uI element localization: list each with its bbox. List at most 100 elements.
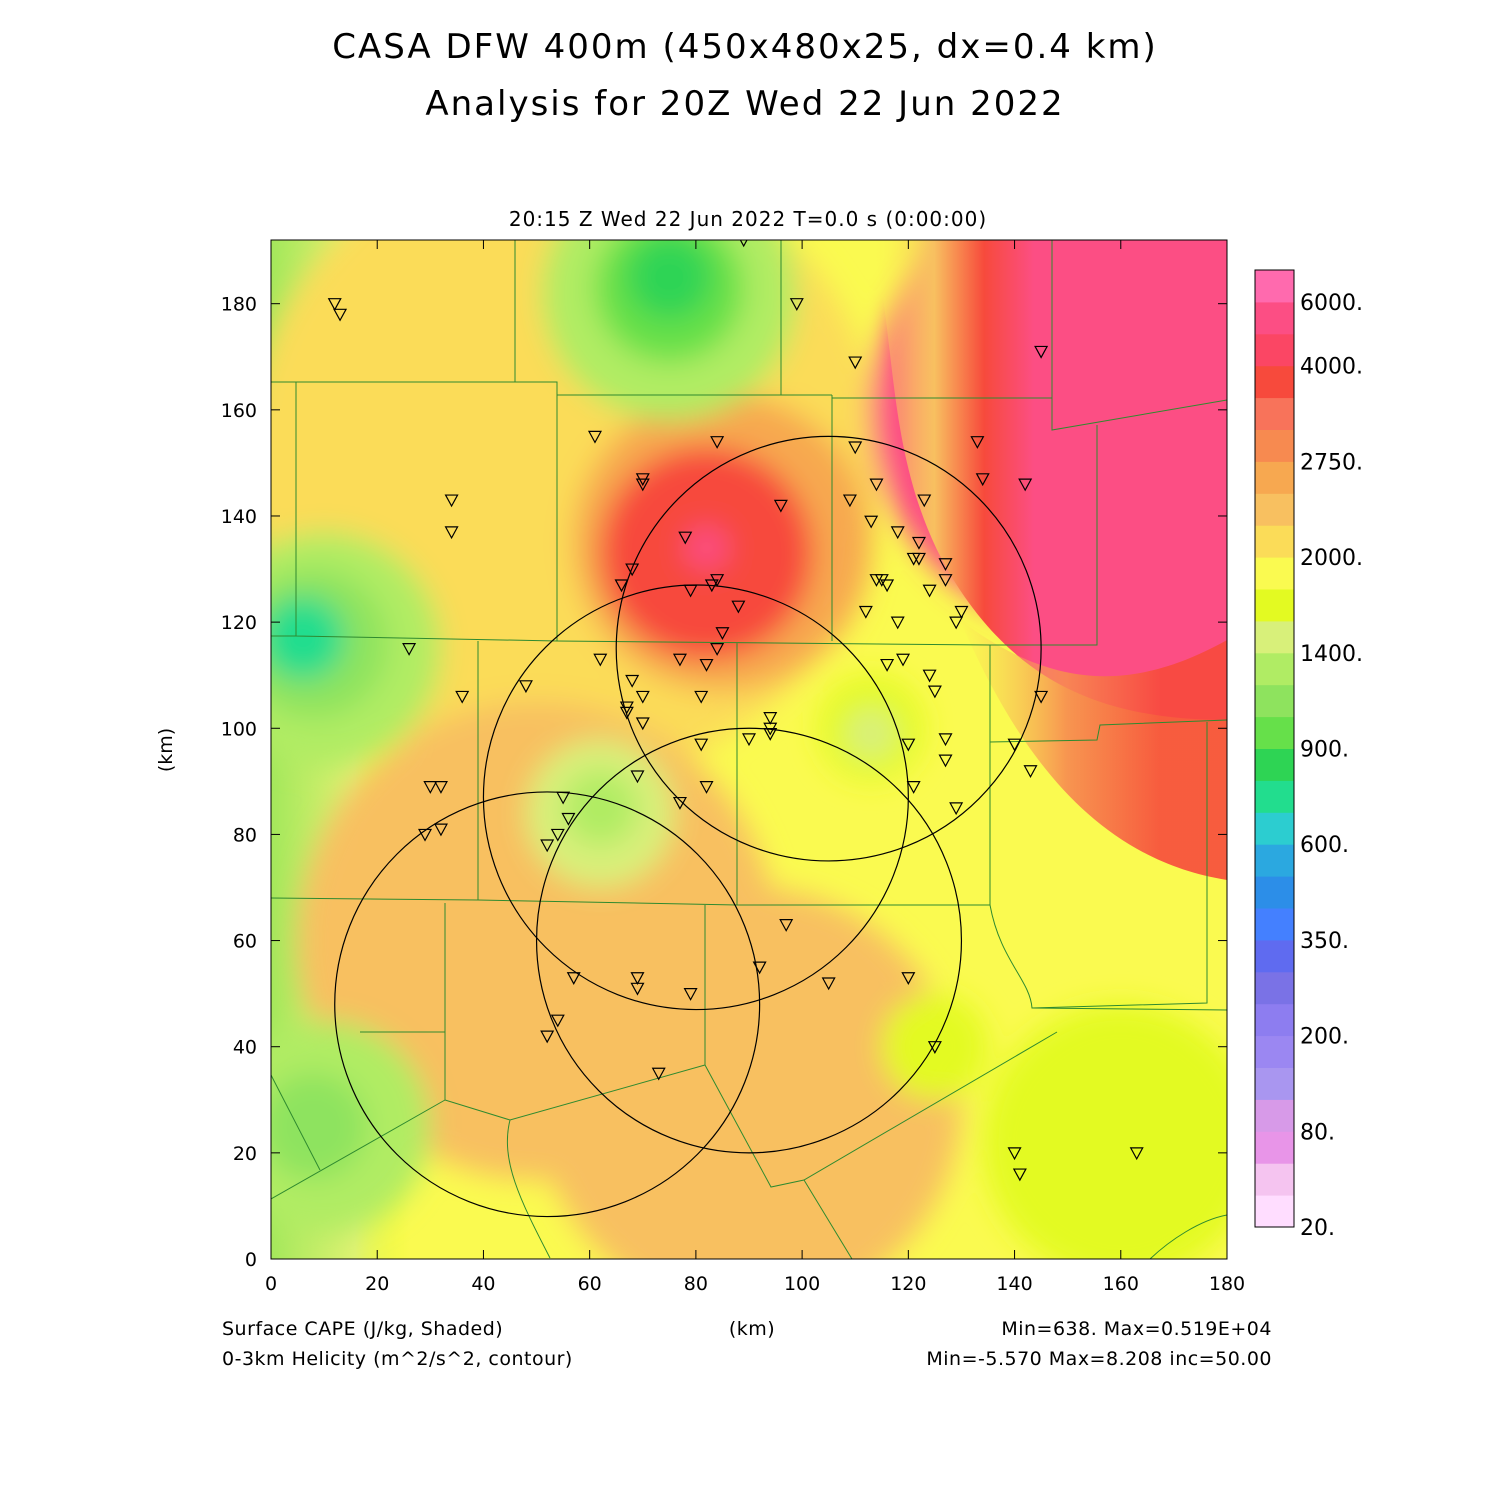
field-blob-19 [881, 993, 989, 1100]
station-marker [927, 685, 942, 699]
station-marker [540, 839, 555, 853]
station-marker [938, 558, 953, 571]
station-marker [433, 823, 448, 837]
colorbar-swatch [1255, 1067, 1294, 1100]
x-tick-label: 100 [784, 1273, 820, 1295]
station-marker [550, 828, 565, 842]
colorbar-swatch [1255, 716, 1294, 749]
field-blob-15 [626, 240, 712, 320]
station-marker [917, 494, 932, 508]
x-tick-label: 80 [684, 1273, 708, 1295]
y-tick-label: 80 [233, 824, 257, 846]
plot-frame [270, 239, 1228, 1260]
station-marker [630, 982, 645, 996]
y-tick-label: 120 [221, 612, 257, 634]
y-tick-label: 60 [233, 931, 257, 953]
colorbar-swatch [1255, 1195, 1294, 1228]
station-marker [710, 574, 725, 587]
field-blob-5 [685, 526, 728, 570]
y-tick-label: 140 [221, 506, 257, 528]
station-marker [635, 478, 650, 492]
colorbar-swatch [1255, 876, 1294, 909]
station-marker [1007, 1147, 1022, 1161]
colorbar-frame [1254, 269, 1295, 1228]
colorbar-swatch [1255, 589, 1294, 622]
station-marker [949, 802, 964, 816]
station-marker [1007, 738, 1022, 752]
station-marker [683, 988, 698, 1001]
station-marker [763, 727, 778, 741]
colorbar-swatch [1255, 1035, 1294, 1068]
field-blob-2 [536, 887, 962, 1259]
axes: 0 20 40 60 80 100 120 140 160 180 0 20 40 60 80 100 120 1… [221, 240, 1245, 1295]
station-marker [704, 579, 719, 593]
station-marker [710, 643, 725, 656]
station-marker [975, 473, 990, 487]
station-marker [911, 552, 926, 566]
footer-contour-field: 0-3km Helicity (m^2/s^2, contour) [222, 1348, 573, 1370]
colorbar-swatch [1255, 1163, 1294, 1196]
x-tick-label: 120 [890, 1273, 926, 1295]
colorbar-swatch [1255, 652, 1294, 686]
colorbar-label: 20. [1300, 1216, 1335, 1241]
station-marker [518, 680, 533, 694]
colorbar-swatch [1255, 1131, 1294, 1164]
field-blob-9 [844, 707, 898, 761]
station-marker [550, 1014, 565, 1028]
station-marker [938, 733, 953, 747]
station-marker [556, 791, 571, 805]
station-marker [699, 781, 714, 794]
y-axis-label: (km) [155, 728, 177, 772]
county-boundaries [271, 240, 1227, 1259]
colorbar-label: 1400. [1300, 642, 1363, 667]
colorbar-label: 200. [1300, 1025, 1349, 1050]
field-southeast-band [960, 620, 1227, 880]
footer-contour-range: Min=-5.570 Max=8.208 inc=50.00 [926, 1348, 1272, 1370]
station-marker [864, 515, 879, 529]
station-marker [927, 1041, 942, 1054]
colorbar-swatch [1255, 971, 1294, 1005]
colorbar-swatch [1255, 1003, 1294, 1037]
station-marker [630, 770, 645, 784]
station-marker [848, 356, 863, 370]
colorbar-swatch [1255, 748, 1294, 781]
station-marker [752, 961, 767, 975]
colorbar-label: 4000. [1300, 355, 1363, 380]
station-marker [625, 563, 640, 577]
station-marker [683, 584, 698, 598]
colorbar-swatch [1255, 429, 1294, 462]
figure-subtitle: Analysis for 20Z Wed 22 Jun 2022 [425, 84, 1064, 124]
colorbar-swatch [1255, 493, 1294, 526]
colorbar-swatch [1255, 557, 1294, 590]
station-marker [1034, 345, 1049, 359]
station-marker [402, 643, 417, 656]
field-east-high-cape [870, 240, 1227, 720]
station-marker [922, 669, 937, 683]
x-tick-label: 0 [265, 1273, 277, 1295]
station-marker [858, 605, 873, 619]
range-ring-0 [334, 791, 761, 1218]
colorbar-swatch [1255, 270, 1294, 303]
station-marker [911, 536, 926, 550]
station-marker [1129, 1147, 1144, 1161]
colorbar-label: 80. [1300, 1120, 1335, 1145]
station-marker [901, 738, 916, 752]
station-marker [444, 526, 459, 540]
station-marker [1034, 690, 1049, 704]
station-marker [699, 658, 714, 672]
station-marker [741, 733, 757, 747]
station-marker [672, 796, 687, 810]
station-marker [678, 531, 693, 545]
station-marker [625, 674, 640, 688]
timestamp-label: 20:15 Z Wed 22 Jun 2022 T=0.0 s (0:00:00… [509, 207, 987, 231]
footer-shaded-field: Surface CAPE (J/kg, Shaded) [222, 1318, 503, 1340]
field-blob-18 [982, 1004, 1227, 1259]
station-marker [821, 977, 836, 991]
cape-field [271, 240, 1227, 1259]
x-tick-label: 160 [1103, 1273, 1139, 1295]
station-marker [635, 717, 650, 731]
station-marker [715, 627, 730, 640]
station-marker [731, 600, 746, 614]
x-axis-label: (km) [729, 1318, 775, 1340]
